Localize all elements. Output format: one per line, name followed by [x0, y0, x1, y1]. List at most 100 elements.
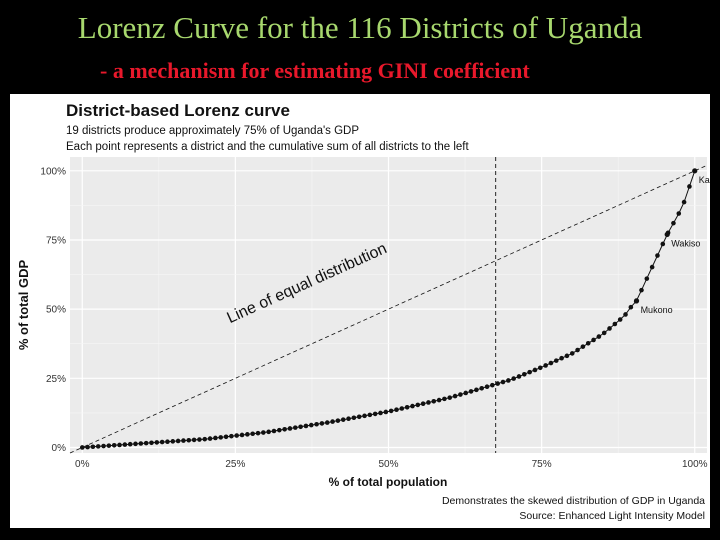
caption-line-2: Source: Enhanced Light Intensity Model — [519, 510, 705, 522]
district-point-96 — [591, 337, 596, 343]
district-point-69 — [447, 395, 453, 400]
district-point-98 — [601, 330, 607, 336]
district-point-10 — [133, 441, 138, 447]
line-of-equal-distribution — [69, 164, 708, 454]
district-point-101 — [617, 317, 623, 322]
slide-title: Lorenz Curve for the 116 Districts of Ug… — [77, 10, 643, 45]
district-point-92 — [569, 351, 575, 356]
district-point-107 — [649, 264, 655, 270]
district-point-111 — [671, 220, 676, 226]
district-point-99 — [607, 326, 612, 331]
district-point-42 — [303, 423, 309, 429]
chart-subtitle-line-2: Each point represents a district and the… — [66, 141, 469, 153]
district-point-64 — [420, 401, 426, 406]
district-point-47 — [330, 419, 335, 424]
district-point-0 — [79, 445, 85, 450]
chart-subtitle-line-1: 19 districts produce approximately 75% o… — [66, 125, 359, 137]
labeled-point-wakiso — [664, 231, 670, 238]
chart-title: District-based Lorenz curve — [66, 101, 290, 120]
district-point-82 — [516, 374, 522, 379]
y-tick-label-4: 100% — [40, 166, 66, 177]
district-point-22 — [197, 437, 202, 442]
x-tick-label-1: 25% — [225, 459, 245, 470]
district-point-37 — [277, 427, 282, 433]
district-point-70 — [452, 393, 458, 399]
district-point-108 — [655, 253, 660, 258]
caption-line-1: Demonstrates the skewed distribution of … — [442, 495, 705, 507]
district-point-61 — [404, 404, 410, 410]
district-point-94 — [580, 344, 586, 349]
district-point-30 — [239, 432, 245, 438]
district-point-5 — [106, 443, 112, 448]
district-point-6 — [111, 443, 117, 448]
district-point-24 — [207, 436, 213, 441]
labeled-point-mukono — [633, 298, 640, 304]
district-point-109 — [660, 241, 666, 247]
district-point-73 — [468, 389, 474, 394]
district-point-19 — [181, 438, 186, 443]
district-point-77 — [490, 382, 495, 388]
district-point-95 — [585, 341, 591, 346]
point-label-wakiso: Wakiso — [671, 238, 700, 248]
district-point-91 — [564, 353, 570, 359]
x-axis-label: % of total population — [329, 475, 448, 489]
district-point-3 — [95, 444, 101, 449]
district-point-78 — [495, 381, 500, 386]
district-point-26 — [218, 435, 224, 440]
district-point-65 — [426, 400, 431, 405]
district-point-48 — [335, 418, 341, 423]
district-point-8 — [122, 442, 128, 447]
district-point-85 — [532, 367, 538, 373]
y-axis-label: % of total GDP — [16, 260, 31, 351]
district-point-32 — [250, 431, 255, 437]
district-point-36 — [271, 428, 277, 434]
district-point-9 — [127, 441, 133, 447]
district-point-67 — [436, 397, 442, 403]
district-point-17 — [170, 439, 176, 444]
district-point-39 — [287, 426, 293, 431]
district-point-4 — [101, 443, 106, 449]
x-tick-label-4: 100% — [682, 459, 708, 470]
district-point-76 — [484, 384, 490, 390]
y-tick-label-3: 75% — [46, 235, 66, 246]
district-point-114 — [687, 184, 692, 189]
lorenz-curve — [79, 168, 698, 450]
district-point-83 — [522, 371, 527, 377]
district-point-103 — [628, 304, 634, 310]
axis-ticks: 0% 25% 50% 75% 100% 0% 25% 50% 75% 100% — [40, 166, 707, 470]
district-point-88 — [548, 360, 554, 366]
slide-subtitle: - a mechanism for estimating GINI coeffi… — [100, 58, 530, 83]
district-point-40 — [292, 425, 298, 430]
district-point-62 — [410, 403, 415, 409]
district-point-105 — [639, 287, 644, 293]
district-point-34 — [261, 430, 266, 435]
x-tick-label-2: 50% — [378, 459, 398, 470]
district-point-58 — [388, 408, 394, 414]
district-point-7 — [117, 442, 122, 448]
district-point-89 — [553, 358, 559, 363]
district-point-20 — [186, 437, 192, 443]
district-point-112 — [676, 211, 682, 216]
district-point-28 — [229, 433, 234, 439]
district-point-87 — [543, 363, 548, 368]
district-point-25 — [213, 435, 218, 441]
lorenz-chart: District-based Lorenz curve 19 districts… — [16, 101, 710, 522]
district-point-14 — [154, 440, 160, 445]
district-point-13 — [149, 440, 154, 446]
district-point-18 — [175, 438, 181, 444]
district-point-44 — [314, 421, 319, 427]
district-point-63 — [415, 402, 421, 408]
x-tick-label-0: 0% — [75, 459, 90, 470]
chart-panel: District-based Lorenz curve 19 districts… — [10, 94, 710, 528]
grid-lines — [70, 157, 707, 453]
point-label-mukono: Mukono — [641, 305, 673, 315]
district-point-29 — [234, 433, 240, 438]
district-point-51 — [351, 415, 357, 421]
district-point-84 — [527, 369, 532, 375]
district-point-106 — [644, 276, 650, 281]
district-point-43 — [308, 422, 314, 428]
district-point-54 — [367, 412, 373, 418]
y-tick-label-2: 50% — [46, 305, 66, 316]
district-point-100 — [612, 321, 618, 327]
district-point-56 — [378, 410, 383, 416]
